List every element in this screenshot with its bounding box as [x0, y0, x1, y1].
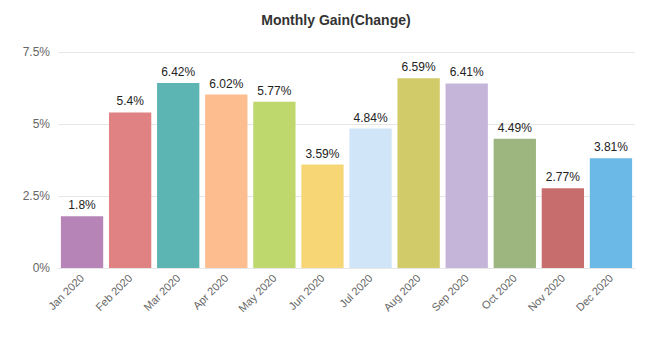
svg-text:5%: 5% [33, 117, 51, 131]
svg-text:6.02%: 6.02% [209, 77, 243, 91]
svg-text:4.49%: 4.49% [498, 121, 532, 135]
svg-text:0%: 0% [33, 261, 51, 275]
svg-text:6.41%: 6.41% [450, 65, 484, 79]
svg-text:Aug 2020: Aug 2020 [381, 272, 423, 314]
svg-text:Dec 2020: Dec 2020 [573, 272, 615, 314]
svg-text:Nov 2020: Nov 2020 [525, 272, 567, 314]
svg-text:3.59%: 3.59% [305, 147, 339, 161]
svg-text:Sep 2020: Sep 2020 [429, 272, 471, 314]
svg-text:Jun 2020: Jun 2020 [286, 272, 326, 312]
svg-text:Oct 2020: Oct 2020 [479, 272, 519, 312]
svg-text:7.5%: 7.5% [23, 45, 51, 59]
svg-text:Jul 2020: Jul 2020 [337, 272, 375, 310]
svg-text:Monthly Gain(Change): Monthly Gain(Change) [261, 12, 410, 28]
svg-text:Apr 2020: Apr 2020 [191, 272, 231, 312]
svg-text:4.84%: 4.84% [354, 111, 388, 125]
svg-text:5.77%: 5.77% [257, 84, 291, 98]
svg-text:Feb 2020: Feb 2020 [93, 272, 134, 313]
svg-text:Jan 2020: Jan 2020 [46, 272, 86, 312]
svg-text:2.77%: 2.77% [546, 170, 580, 184]
svg-text:2.5%: 2.5% [23, 189, 51, 203]
svg-text:5.4%: 5.4% [116, 94, 144, 108]
svg-text:3.81%: 3.81% [594, 140, 628, 154]
svg-text:6.59%: 6.59% [402, 60, 436, 74]
svg-text:May 2020: May 2020 [236, 272, 279, 315]
svg-text:6.42%: 6.42% [161, 65, 195, 79]
svg-text:Mar 2020: Mar 2020 [141, 272, 182, 313]
svg-text:1.8%: 1.8% [68, 198, 96, 212]
